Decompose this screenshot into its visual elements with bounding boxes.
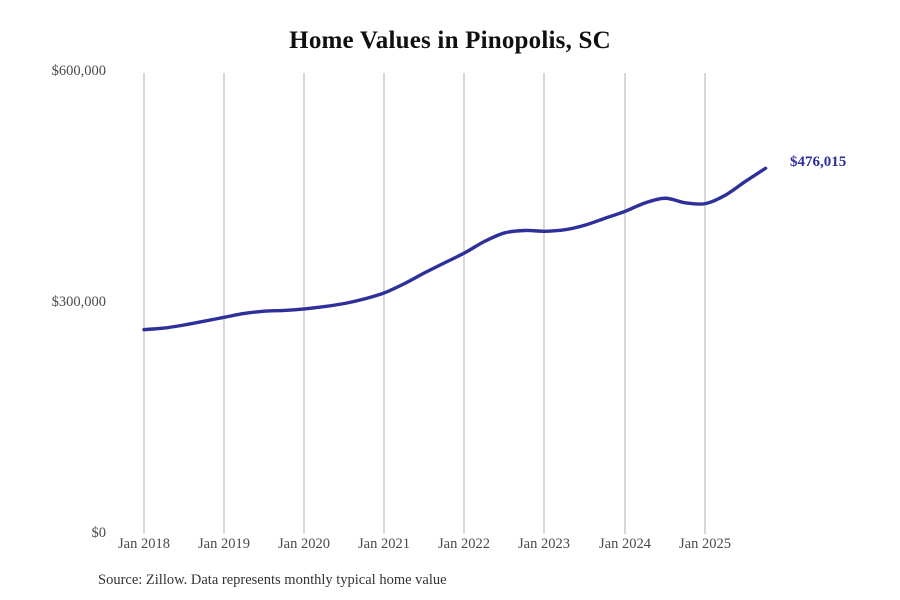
x-tick-label-jan-2023: Jan 2023 (518, 536, 570, 552)
end-value-annotation: $476,015 (790, 154, 847, 170)
x-tick-label-jan-2025: Jan 2025 (679, 536, 731, 552)
x-tick-label-jan-2021: Jan 2021 (358, 536, 410, 552)
y-tick-label-0: $0 (91, 525, 107, 541)
gridlines (143, 73, 706, 534)
x-tick-label-jan-2024: Jan 2024 (599, 536, 651, 552)
x-tick-label-jan-2020: Jan 2020 (278, 536, 330, 552)
home-value-line (142, 166, 768, 332)
source-note: Source: Zillow. Data represents monthly … (98, 572, 447, 588)
x-tick-label-jan-2018: Jan 2018 (118, 536, 170, 552)
page-title: Home Values in Pinopolis, SC (289, 27, 611, 54)
y-tick-label-300k: $300,000 (51, 294, 106, 310)
x-tick-label-jan-2019: Jan 2019 (198, 536, 250, 552)
x-tick-label-jan-2022: Jan 2022 (438, 536, 490, 552)
y-tick-label-600k: $600,000 (51, 63, 106, 79)
